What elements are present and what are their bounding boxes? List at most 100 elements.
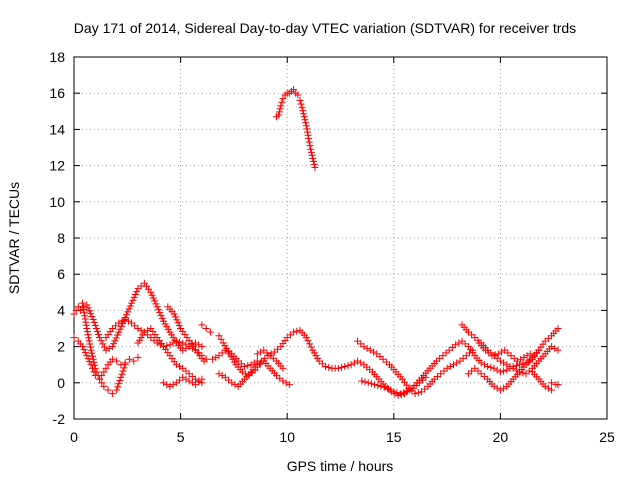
data-point	[344, 362, 352, 370]
y-tick-label: 10	[49, 194, 65, 210]
data-point	[198, 343, 206, 351]
data-point	[290, 86, 298, 94]
series-arc-10	[215, 357, 293, 390]
data-point	[104, 386, 112, 394]
data-point	[554, 325, 562, 332]
data-point	[500, 367, 508, 375]
data-point	[172, 361, 180, 369]
data-point	[114, 383, 122, 391]
data-point	[305, 134, 313, 142]
data-point	[360, 343, 368, 351]
series-arc-11	[209, 346, 261, 371]
data-point	[455, 339, 463, 347]
data-point	[282, 379, 290, 387]
data-point	[169, 339, 177, 347]
data-point	[173, 316, 181, 324]
data-point	[535, 346, 543, 354]
data-point	[182, 341, 190, 349]
data-point	[548, 379, 556, 387]
data-point	[338, 363, 346, 371]
x-tick-label: 15	[386, 429, 402, 445]
y-tick-label: 18	[49, 49, 65, 65]
data-point	[79, 299, 87, 307]
data-point	[89, 315, 97, 323]
data-point	[285, 381, 293, 389]
data-point	[513, 357, 521, 365]
data-point	[81, 315, 89, 323]
data-point	[93, 328, 101, 336]
data-point	[496, 386, 504, 394]
data-point	[83, 328, 91, 336]
data-point	[182, 375, 190, 383]
data-point	[156, 309, 164, 317]
data-point	[279, 95, 287, 103]
data-point	[102, 346, 110, 354]
data-point	[238, 368, 246, 376]
data-point	[121, 315, 129, 323]
data-point	[497, 348, 505, 356]
data-point	[84, 355, 92, 363]
x-tick-label: 20	[493, 429, 509, 445]
data-point	[215, 370, 223, 378]
data-point	[79, 302, 87, 310]
data-point	[247, 361, 255, 369]
data-point	[297, 100, 305, 108]
data-point	[299, 107, 307, 115]
data-point	[198, 375, 206, 383]
data-point	[70, 334, 78, 342]
data-point	[140, 328, 148, 336]
data-point	[526, 350, 534, 358]
chart-title: Day 171 of 2014, Sidereal Day-to-day VTE…	[74, 20, 576, 36]
data-point	[509, 364, 517, 372]
data-point	[137, 326, 145, 334]
data-point	[322, 363, 330, 371]
data-point	[307, 145, 315, 153]
data-point	[125, 305, 133, 313]
data-point	[493, 366, 501, 374]
data-point	[503, 361, 511, 369]
data-point	[149, 294, 157, 302]
data-point	[118, 317, 126, 325]
data-point	[92, 325, 100, 332]
data-point	[300, 110, 308, 118]
data-point	[306, 142, 314, 150]
data-point	[83, 301, 91, 309]
data-point	[370, 348, 378, 356]
data-point	[121, 359, 129, 367]
data-point	[500, 359, 508, 367]
data-point	[200, 357, 208, 365]
data-point	[390, 388, 398, 396]
data-point	[215, 332, 223, 340]
data-point	[253, 350, 261, 358]
data-point	[131, 290, 139, 298]
data-point	[192, 339, 200, 347]
data-point	[88, 352, 96, 360]
data-point	[303, 128, 311, 136]
data-point	[228, 379, 236, 387]
data-point	[179, 339, 187, 347]
data-point	[163, 342, 171, 350]
data-point	[516, 361, 524, 369]
data-point	[100, 343, 108, 351]
data-point	[496, 368, 504, 376]
data-point	[325, 363, 333, 371]
data-point	[89, 355, 97, 363]
data-point	[257, 359, 265, 367]
data-point	[83, 352, 91, 360]
y-tick-label: -2	[53, 411, 66, 427]
data-point	[307, 343, 315, 351]
data-point	[406, 386, 414, 394]
series-arc-17	[475, 339, 534, 365]
y-tick-label: 8	[57, 230, 65, 246]
data-point	[517, 355, 525, 363]
data-point	[98, 372, 106, 380]
data-point	[188, 379, 196, 387]
data-point	[302, 334, 310, 342]
data-point	[377, 382, 385, 390]
data-point	[231, 381, 239, 389]
data-point	[371, 381, 379, 389]
data-point	[311, 163, 319, 171]
